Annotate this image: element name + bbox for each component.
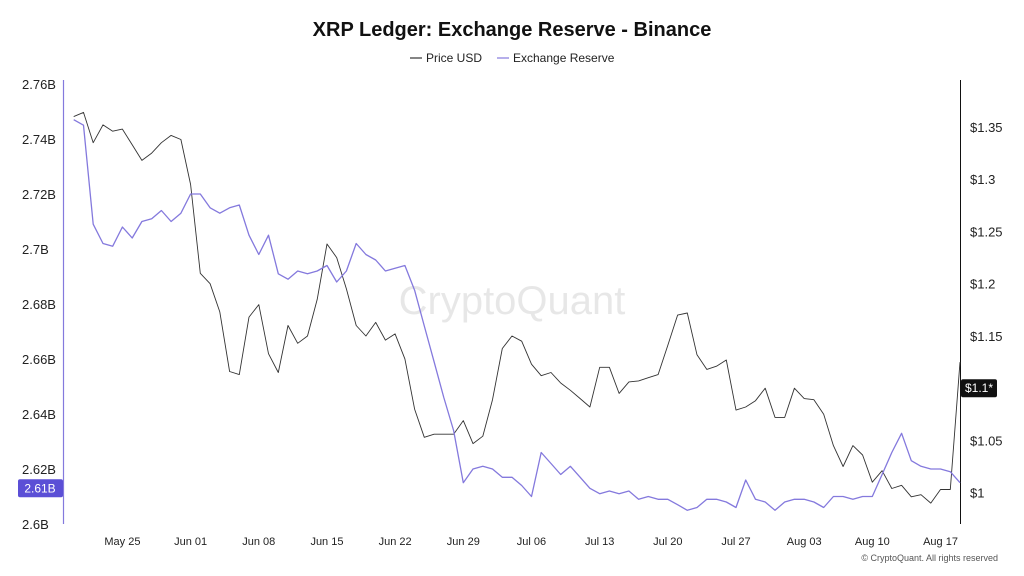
x-tick-label: Aug 03 bbox=[787, 536, 822, 548]
left-axis-ticks: 2.6B 2.62B 2.64B 2.66B 2.68B 2.7B 2.72B 2.74B 2.… bbox=[22, 77, 56, 532]
left-current-badge-bg bbox=[18, 479, 63, 498]
x-tick-label: Aug 17 bbox=[923, 536, 958, 548]
right-tick-label: $1.35 bbox=[970, 120, 1003, 135]
left-tick-label: 2.68B bbox=[22, 297, 56, 312]
left-tick-label: 2.74B bbox=[22, 132, 56, 147]
watermark: CryptoQuant bbox=[399, 279, 626, 323]
legend-label-reserve: Exchange Reserve bbox=[513, 51, 615, 65]
legend-label-price: Price USD bbox=[426, 51, 482, 65]
x-tick-label: Jul 27 bbox=[721, 536, 750, 548]
right-tick-label: $1.3 bbox=[970, 172, 995, 187]
x-tick-label: Jun 22 bbox=[379, 536, 412, 548]
x-axis-ticks: May 25 Jun 01 Jun 08 Jun 15 Jun 22 Jun 29 Jul … bbox=[104, 536, 958, 548]
x-tick-label: Jun 01 bbox=[174, 536, 207, 548]
right-tick-label: $1.05 bbox=[970, 433, 1003, 448]
x-tick-label: Aug 10 bbox=[855, 536, 890, 548]
left-tick-label: 2.76B bbox=[22, 77, 56, 92]
left-tick-label: 2.62B bbox=[22, 462, 56, 477]
right-current-badge: $1.1* bbox=[961, 379, 997, 398]
left-tick-label: 2.64B bbox=[22, 407, 56, 422]
left-current-badge: 2.61B bbox=[18, 479, 63, 498]
x-tick-label: Jul 20 bbox=[653, 536, 682, 548]
x-tick-label: Jun 15 bbox=[310, 536, 343, 548]
left-tick-label: 2.6B bbox=[22, 517, 49, 532]
x-tick-label: May 25 bbox=[104, 536, 140, 548]
left-tick-label: 2.66B bbox=[22, 352, 56, 367]
series-layer bbox=[73, 111, 961, 511]
x-tick-label: Jul 06 bbox=[517, 536, 546, 548]
x-tick-label: Jul 13 bbox=[585, 536, 614, 548]
right-tick-label: $1.25 bbox=[970, 224, 1003, 239]
left-tick-label: 2.72B bbox=[22, 187, 56, 202]
left-current-badge-label: 2.61B bbox=[24, 481, 55, 495]
right-tick-label: $1.2 bbox=[970, 277, 995, 292]
x-tick-label: Jun 29 bbox=[447, 536, 480, 548]
right-current-badge-label: $1.1* bbox=[965, 381, 993, 395]
right-tick-label: $1.15 bbox=[970, 329, 1003, 344]
right-current-badge-bg bbox=[961, 379, 997, 398]
right-axis-ticks: $1$1.05$1.1$1.15$1.2$1.25$1.3$1.35 bbox=[970, 120, 1003, 501]
chart-title: XRP Ledger: Exchange Reserve - Binance bbox=[313, 19, 712, 41]
series-line-exchange-reserve[interactable] bbox=[73, 119, 961, 511]
legend[interactable]: Price USD Exchange Reserve bbox=[410, 51, 615, 65]
right-tick-label: $1 bbox=[970, 486, 984, 501]
x-tick-label: Jun 08 bbox=[242, 536, 275, 548]
series-line-price-usd[interactable] bbox=[73, 111, 961, 504]
credit-text: © CryptoQuant. All rights reserved bbox=[861, 553, 998, 563]
left-tick-label: 2.7B bbox=[22, 242, 49, 257]
